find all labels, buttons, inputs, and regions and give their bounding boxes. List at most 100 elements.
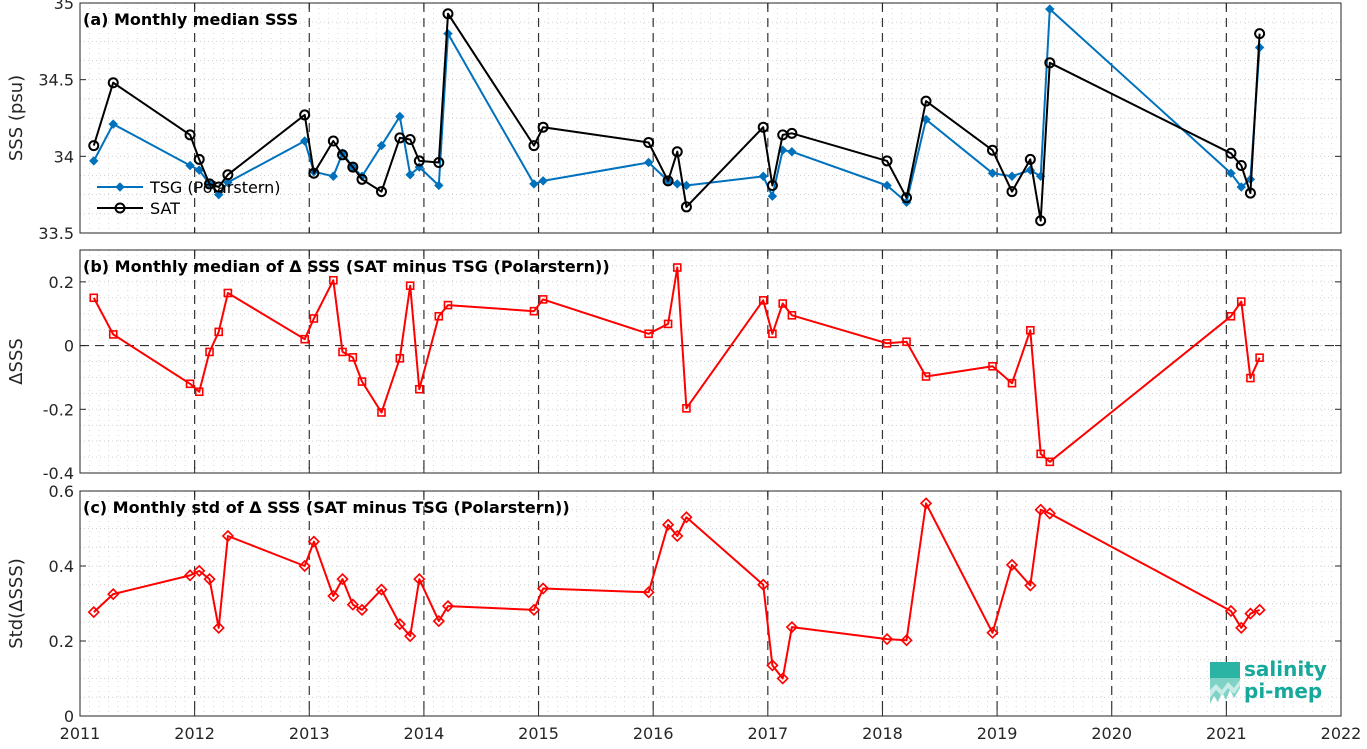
data-point <box>671 529 684 543</box>
data-point <box>538 176 548 186</box>
data-point <box>375 186 387 198</box>
y-tick-label: 34 <box>54 147 74 166</box>
data-point <box>987 168 998 178</box>
data-point <box>766 179 778 191</box>
data-point <box>538 295 548 304</box>
data-point <box>347 161 359 173</box>
data-point <box>183 569 197 582</box>
y-tick-label: 35 <box>54 0 74 13</box>
data-point <box>1007 171 1017 181</box>
data-point <box>214 327 224 337</box>
data-point <box>672 263 682 272</box>
data-point <box>307 535 320 548</box>
data-point <box>1244 187 1256 199</box>
data-point <box>757 578 770 591</box>
x-tick-label: 2021 <box>1206 724 1247 743</box>
data-point <box>881 155 893 167</box>
data-point <box>376 140 387 151</box>
x-tick-label: 2018 <box>862 724 903 743</box>
series-line <box>92 266 1261 463</box>
data-point <box>432 614 445 628</box>
data-point <box>348 353 358 362</box>
data-point <box>900 634 913 647</box>
data-point <box>1045 457 1055 467</box>
data-point <box>1225 147 1237 159</box>
x-tick-label: 2022 <box>1321 724 1362 743</box>
data-point <box>528 140 540 152</box>
data-point <box>880 632 894 646</box>
wave-logo-icon <box>1210 662 1240 704</box>
data-point <box>681 180 692 191</box>
data-point <box>643 157 654 168</box>
data-point <box>404 629 417 643</box>
x-tick-label: 2019 <box>977 724 1018 743</box>
data-point <box>527 603 541 617</box>
data-point <box>194 387 204 397</box>
axes-frame <box>79 2 1342 234</box>
data-point <box>300 334 309 344</box>
y-tick-label: 0.6 <box>49 482 74 501</box>
data-point <box>1036 449 1045 459</box>
data-point <box>758 171 768 181</box>
data-point <box>327 589 340 603</box>
data-point <box>87 605 100 619</box>
legend-label: SAT <box>150 199 180 218</box>
data-point <box>920 95 932 107</box>
y-tick-label: 34.5 <box>38 71 74 90</box>
data-point <box>663 319 673 329</box>
data-point <box>205 347 214 357</box>
y-tick-label: 0.4 <box>49 557 74 576</box>
data-point <box>212 621 225 635</box>
data-point <box>89 293 99 303</box>
data-point <box>537 121 549 133</box>
data-point <box>643 137 655 149</box>
y-tick-label: -0.2 <box>43 400 74 419</box>
data-point <box>776 672 789 685</box>
data-point <box>434 180 444 191</box>
data-point <box>415 384 424 394</box>
data-point <box>642 586 655 599</box>
y-tick-label: 0 <box>64 337 74 356</box>
data-point <box>442 8 454 20</box>
data-point <box>758 296 768 305</box>
data-point <box>337 149 349 161</box>
data-point <box>1024 153 1036 165</box>
x-tick-label: 2012 <box>174 724 215 743</box>
data-point <box>1024 579 1037 592</box>
data-point <box>298 559 311 573</box>
data-point <box>194 165 204 175</box>
x-tick-label: 2017 <box>747 724 788 743</box>
data-point <box>204 178 216 190</box>
data-point <box>778 299 788 308</box>
series-2 <box>88 8 1266 227</box>
data-point <box>443 28 453 39</box>
data-point <box>223 288 233 298</box>
data-point <box>1034 503 1047 516</box>
data-point <box>1236 182 1246 192</box>
data-point <box>433 156 445 168</box>
y-tick-label: 33.5 <box>38 224 74 243</box>
data-point <box>1006 186 1018 198</box>
data-point <box>1044 57 1056 69</box>
data-point <box>309 314 319 323</box>
panel-title: (b) Monthly median of Δ SSS (SAT minus T… <box>83 257 610 276</box>
data-point <box>356 173 368 185</box>
data-point <box>1224 604 1238 618</box>
data-point <box>214 189 224 200</box>
x-tick-label: 2015 <box>518 724 559 743</box>
data-point <box>1254 28 1266 40</box>
legend-marker <box>114 202 126 214</box>
data-point <box>986 626 999 639</box>
data-point <box>346 598 359 611</box>
panel-1: 33.5 34 34.5 35 SSS (psu) (a) Monthly median … <box>6 0 1342 243</box>
data-point <box>355 603 369 617</box>
data-point <box>336 572 349 586</box>
data-point <box>405 170 415 180</box>
x-tick-label: 2016 <box>633 724 674 743</box>
series-1 <box>87 497 1266 685</box>
logo-line2: pi-mep <box>1244 679 1323 703</box>
panel-title: (a) Monthly median SSS <box>83 10 298 29</box>
data-point <box>1253 603 1266 617</box>
x-tick-label: 2014 <box>404 724 445 743</box>
